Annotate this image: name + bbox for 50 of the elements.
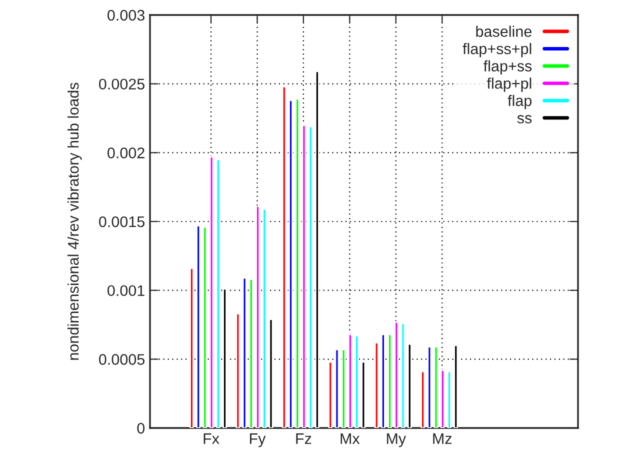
bar xyxy=(196,224,201,428)
bar xyxy=(209,156,214,428)
y-tick-label: 0.0005 xyxy=(99,354,145,365)
bar xyxy=(295,98,300,428)
legend-label: baseline xyxy=(476,26,532,37)
bar xyxy=(248,278,254,428)
bar xyxy=(434,346,438,428)
bar xyxy=(202,226,208,428)
bar xyxy=(374,342,379,428)
bar xyxy=(256,206,260,428)
bar xyxy=(302,124,306,428)
bar xyxy=(341,348,346,428)
bar xyxy=(447,370,452,428)
y-axis-title: nondimensional 4/rev vibratory hub loads xyxy=(68,82,82,360)
legend-label: flap xyxy=(508,94,532,110)
y-tick-label: 0.001 xyxy=(108,285,144,296)
y-tick-label: 0.002 xyxy=(108,148,144,158)
x-tick-label: Mz xyxy=(433,433,452,444)
bar xyxy=(328,361,333,428)
bar xyxy=(381,334,386,428)
bar xyxy=(242,277,247,428)
legend-label: flap+ss xyxy=(484,60,532,75)
bar xyxy=(348,334,352,428)
x-tick-label: Fx xyxy=(204,433,220,444)
y-tick-label: 0.0025 xyxy=(99,78,145,90)
y-tick-label: 0 xyxy=(137,422,145,434)
bar xyxy=(354,335,360,428)
bar xyxy=(420,370,426,428)
bar xyxy=(236,313,240,428)
x-tick-label: Fz xyxy=(296,433,312,444)
bar xyxy=(440,369,445,428)
legend-label: flap+ss+pl xyxy=(462,42,532,58)
bar xyxy=(282,86,286,428)
bar xyxy=(262,208,267,428)
x-tick-label: Mx xyxy=(340,433,360,444)
y-tick-label: 0.0015 xyxy=(99,216,145,228)
bar xyxy=(216,158,220,428)
bar xyxy=(190,268,194,428)
bar xyxy=(308,126,313,428)
x-tick-label: Fy xyxy=(250,433,266,448)
bar xyxy=(400,322,406,428)
x-tick-label: My xyxy=(386,433,406,448)
bar xyxy=(394,321,399,428)
bar xyxy=(288,100,293,428)
legend-label: ss xyxy=(517,115,532,124)
y-tick-label: 0.003 xyxy=(108,10,144,21)
legend-label: flap+pl xyxy=(486,78,532,92)
bar xyxy=(388,334,392,428)
bar xyxy=(334,348,340,428)
bar xyxy=(427,346,432,428)
